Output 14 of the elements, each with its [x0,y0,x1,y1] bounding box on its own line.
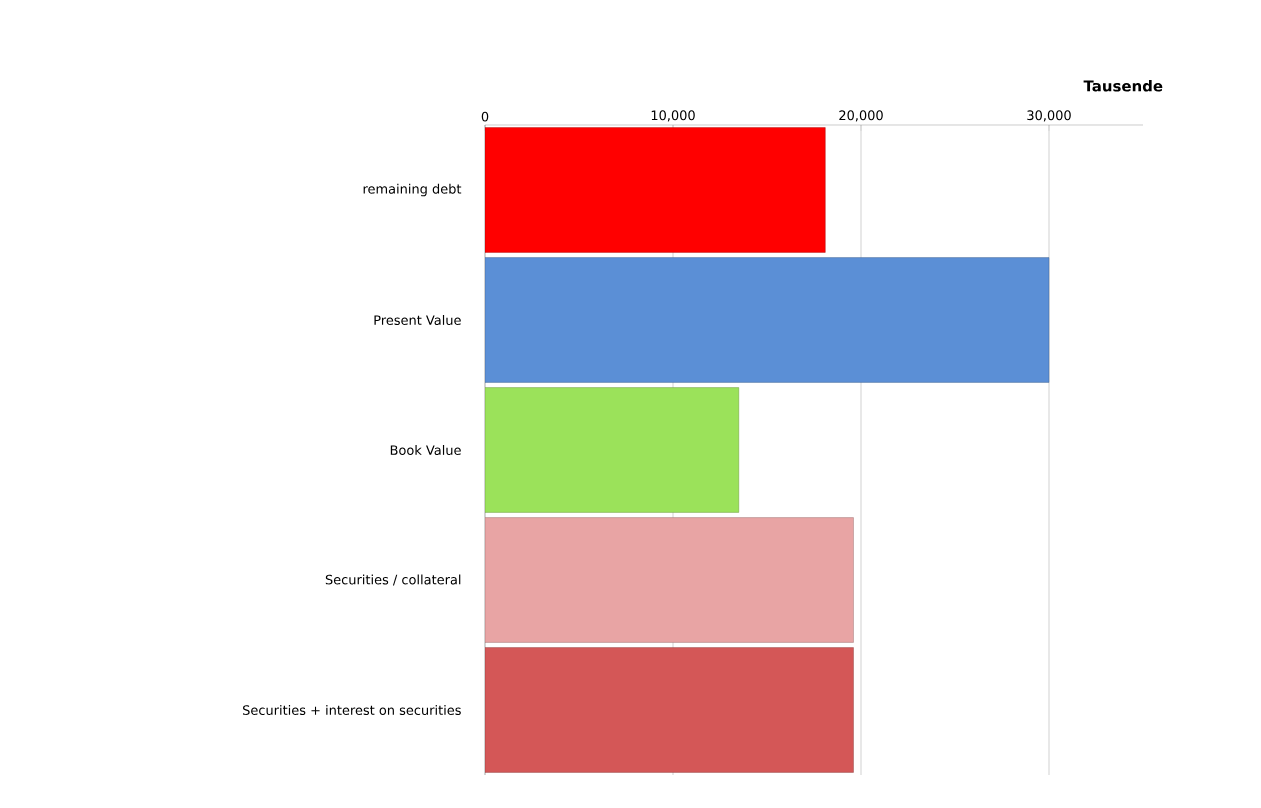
y-tick-label: Book Value [390,444,461,456]
y-tick-label: Securities + interest on securities [243,704,461,716]
x-tick-label: 0 [481,111,489,122]
y-tick-label: Securities / collateral [325,574,461,586]
x-tick-label: 30,000 [1027,110,1071,122]
x-tick-label: 10,000 [651,110,695,122]
bar [485,517,854,643]
y-tick-label: remaining debt [363,183,462,197]
bar [485,127,826,253]
x-axis-title: Tausende [1083,80,1163,92]
bar [485,257,1050,383]
y-tick-label: Present Value [374,314,461,326]
bar [485,647,854,773]
x-tick-label: 20,000 [839,110,883,122]
